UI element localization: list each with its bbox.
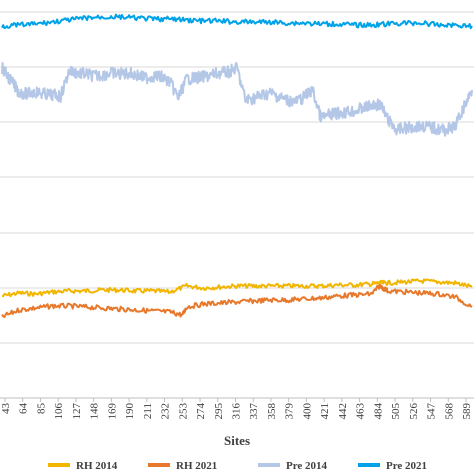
x-tick-label: 148	[89, 403, 101, 420]
x-tick-label: 295	[213, 403, 225, 420]
legend-item: Pre 2014	[258, 460, 328, 472]
x-tick-label: 85	[35, 403, 47, 415]
x-tick-label: 274	[195, 403, 207, 420]
legend-label: RH 2014	[76, 460, 118, 472]
x-tick-label: 127	[71, 403, 83, 420]
x-tick-label: 442	[337, 403, 349, 420]
x-tick-label: 190	[124, 403, 136, 420]
x-tick-label: 337	[248, 403, 260, 420]
legend-label: Pre 2014	[286, 460, 328, 472]
x-tick-label: 211	[142, 403, 154, 419]
x-tick-label: 463	[355, 403, 367, 420]
x-tick-label: 505	[390, 403, 402, 420]
legend-label: RH 2021	[176, 460, 217, 472]
series-line-rh-2014	[1, 278, 473, 298]
series-line-pre-2021	[1, 13, 473, 30]
legend-item: Pre 2021	[358, 460, 427, 472]
x-tick-label: 169	[106, 403, 118, 420]
x-tick-label: 526	[408, 403, 420, 420]
x-tick-label: 379	[284, 403, 296, 420]
x-tick-label: 484	[372, 403, 384, 420]
series-layer	[1, 13, 473, 319]
x-tick-label: 568	[443, 403, 455, 420]
x-tick-label: 547	[426, 403, 438, 420]
legend-item: RH 2021	[148, 460, 217, 472]
x-tick-label: 64	[18, 403, 30, 415]
x-tick-label: 232	[160, 403, 172, 420]
x-tick-label: 43	[0, 403, 12, 415]
legend-item: RH 2014	[48, 460, 118, 472]
x-tick-label: 358	[266, 403, 278, 420]
legend-label: Pre 2021	[386, 460, 427, 472]
x-tick-label: 316	[231, 403, 243, 420]
x-tick-label: 421	[319, 403, 331, 420]
x-tick-label: 106	[53, 403, 65, 420]
x-axis-title: Sites	[224, 433, 250, 448]
series-line-pre-2014	[1, 62, 473, 137]
x-tick-label: 589	[461, 403, 473, 420]
x-tick-label: 400	[301, 403, 313, 420]
x-tick-label: 253	[177, 403, 189, 420]
series-line-rh-2021	[1, 283, 473, 319]
x-tick-labels: 43 64 85 106 127 148 169 190 211 232 253 274 295 316 3…	[0, 398, 473, 420]
legend: RH 2014 RH 2021 Pre 2014 Pre 2021	[48, 460, 427, 472]
